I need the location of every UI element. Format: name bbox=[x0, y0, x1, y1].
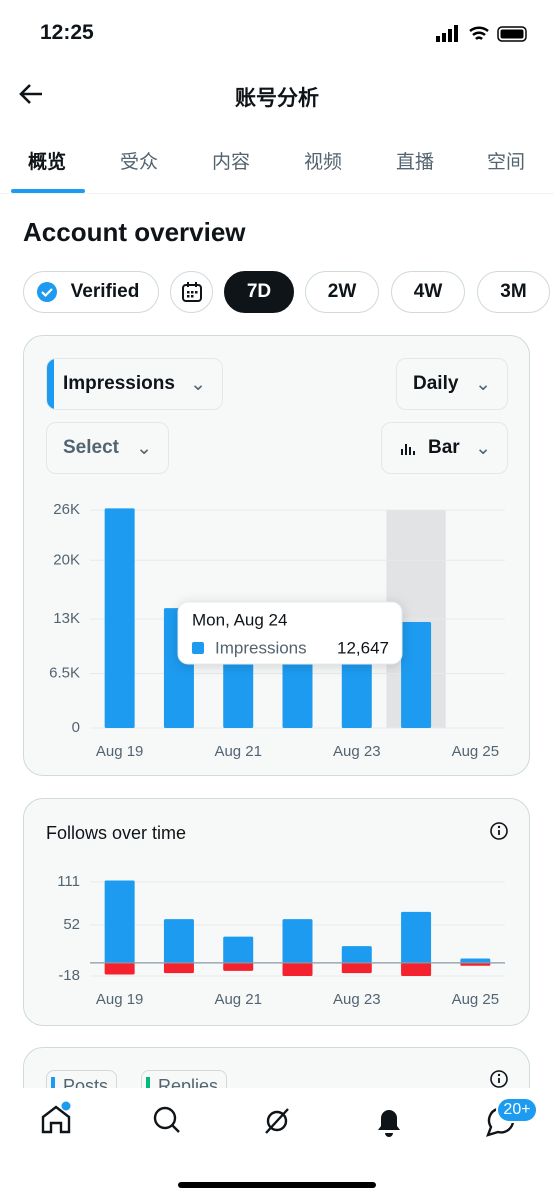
tab[interactable]: 内容 bbox=[211, 152, 250, 173]
header-title: 账号分析 bbox=[235, 87, 319, 110]
tab[interactable]: 受众 bbox=[119, 152, 158, 173]
bar bbox=[341, 962, 372, 974]
range-chip[interactable]: 3M bbox=[477, 271, 550, 313]
legend-swatch bbox=[51, 1077, 55, 1095]
y-tick-label: 20K bbox=[53, 551, 80, 568]
x-tick-label: Aug 19 bbox=[96, 991, 144, 1008]
bar bbox=[401, 621, 432, 728]
bar bbox=[282, 652, 313, 728]
tab[interactable]: 空间 bbox=[486, 152, 525, 173]
range-chip[interactable]: 7D bbox=[224, 271, 294, 313]
tab-indicator bbox=[11, 189, 85, 193]
notifications-icon[interactable] bbox=[378, 1110, 400, 1137]
bar bbox=[460, 958, 491, 963]
y-tick-label: 13K bbox=[53, 610, 80, 627]
bar bbox=[223, 962, 254, 971]
back-button[interactable] bbox=[18, 82, 46, 106]
dropdown-label: Select bbox=[63, 437, 119, 458]
compare-dropdown[interactable]: Select ⌄ bbox=[46, 422, 169, 474]
tab[interactable]: 直播 bbox=[395, 152, 434, 173]
dropdown-label: Impressions bbox=[63, 373, 175, 394]
status-time: 12:25 bbox=[40, 21, 94, 44]
nav-badge: 20+ bbox=[503, 1101, 531, 1118]
x-tick-label: Aug 23 bbox=[333, 991, 381, 1008]
x-tick-label: Aug 21 bbox=[214, 743, 262, 760]
y-tick-label: 26K bbox=[53, 501, 80, 518]
chevron: ⌄ bbox=[475, 373, 491, 395]
interval-dropdown[interactable]: Daily ⌄ bbox=[396, 358, 508, 410]
bar bbox=[104, 508, 135, 728]
grok-icon[interactable] bbox=[266, 1110, 288, 1132]
dropdown-label: Daily bbox=[413, 373, 459, 394]
bar bbox=[163, 919, 194, 963]
chevron: ⌄ bbox=[475, 437, 491, 459]
nav-icons bbox=[41, 1097, 538, 1188]
tooltip-title: Mon, Aug 24 bbox=[192, 610, 287, 629]
x-tick-label: Aug 25 bbox=[452, 991, 500, 1008]
tab[interactable]: 视频 bbox=[303, 152, 342, 173]
chevron: ⌄ bbox=[190, 373, 206, 395]
home-icon[interactable] bbox=[41, 1105, 71, 1134]
info-icon[interactable] bbox=[488, 1068, 510, 1090]
chip-label: Verified bbox=[70, 281, 140, 302]
tooltip-swatch bbox=[192, 642, 204, 654]
tooltip-box bbox=[177, 601, 403, 665]
chart-title: Follows over time bbox=[46, 823, 187, 843]
search-icon[interactable] bbox=[153, 1106, 177, 1130]
bar bbox=[401, 962, 432, 976]
range-chip[interactable]: 4W bbox=[391, 271, 465, 313]
charts: 0 6.5K 13K 20K 26K Aug 19 Aug 21 Aug 23 Aug 25 Mo… bbox=[49, 501, 505, 1008]
metric-color bbox=[47, 359, 54, 409]
section-title: Account overview bbox=[23, 217, 246, 247]
y-tick-label: 0 bbox=[72, 719, 80, 736]
bar bbox=[223, 936, 254, 963]
divider bbox=[0, 193, 554, 194]
bar bbox=[341, 946, 372, 963]
info-icon[interactable] bbox=[488, 820, 510, 842]
bar bbox=[282, 962, 313, 976]
calendar-icon bbox=[181, 282, 202, 302]
verified-chip[interactable]: Verified bbox=[23, 271, 159, 313]
y-tick-label: 6.5K bbox=[49, 664, 80, 681]
chevron: ⌄ bbox=[136, 437, 152, 459]
bottom-nav: 20+ bbox=[0, 1088, 554, 1199]
bar bbox=[401, 911, 432, 963]
bar bbox=[104, 880, 135, 963]
legend-swatch bbox=[146, 1077, 150, 1095]
calendar-chip[interactable] bbox=[170, 271, 213, 313]
charttype-dropdown[interactable]: Bar ⌄ bbox=[381, 422, 508, 474]
bar-icon bbox=[401, 444, 415, 455]
x-tick-label: Aug 23 bbox=[333, 743, 381, 760]
bar bbox=[223, 644, 254, 728]
x-tick-label: Aug 21 bbox=[214, 991, 262, 1008]
y-tick-label: 111 bbox=[57, 873, 80, 890]
tooltip-value: 12,647 bbox=[337, 638, 389, 657]
bar bbox=[104, 962, 135, 975]
tooltip-series: Impressions bbox=[215, 638, 307, 657]
bar bbox=[341, 648, 372, 728]
range-chip[interactable]: 2W bbox=[305, 271, 379, 313]
y-tick-label: 52 bbox=[63, 916, 80, 933]
y-tick-label: -18 bbox=[58, 967, 80, 984]
dropdown-label: Bar bbox=[428, 437, 460, 458]
metric-dropdown[interactable]: Impressions ⌄ bbox=[46, 358, 223, 410]
tooltip: Mon, Aug 24 Impressions 12,647 bbox=[177, 601, 403, 665]
tab[interactable]: 概览 bbox=[27, 152, 66, 173]
bar bbox=[163, 962, 194, 974]
x-tick-label: Aug 25 bbox=[452, 743, 500, 760]
verified-icon bbox=[37, 282, 57, 302]
bar bbox=[460, 962, 491, 966]
bar bbox=[282, 919, 313, 963]
x-tick-label: Aug 19 bbox=[96, 743, 144, 760]
status-icons bbox=[436, 25, 527, 42]
